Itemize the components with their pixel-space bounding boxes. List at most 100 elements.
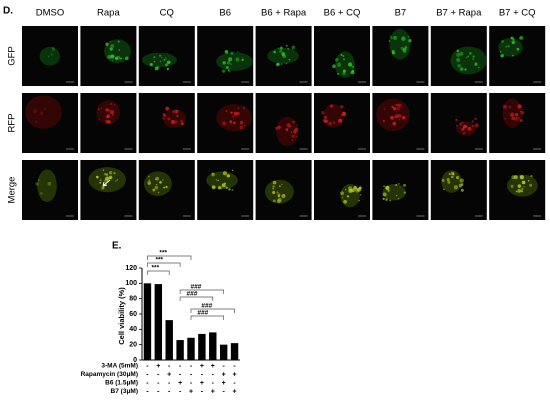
puncta xyxy=(385,198,388,201)
puncta xyxy=(395,103,399,107)
puncta xyxy=(290,131,293,133)
puncta xyxy=(156,65,160,69)
condition-sign: + xyxy=(156,363,160,370)
puncta xyxy=(225,186,228,189)
bar xyxy=(230,343,239,360)
puncta xyxy=(338,118,343,123)
bar xyxy=(176,340,184,360)
puncta xyxy=(519,119,523,123)
puncta xyxy=(500,54,504,58)
puncta xyxy=(165,63,168,67)
puncta xyxy=(211,172,214,175)
condition-sign: - xyxy=(157,380,160,387)
puncta xyxy=(461,121,464,124)
puncta xyxy=(394,114,399,119)
puncta xyxy=(277,125,281,130)
puncta xyxy=(352,65,355,68)
cell-glow xyxy=(498,38,523,57)
puncta xyxy=(113,104,116,106)
puncta xyxy=(52,48,56,51)
puncta xyxy=(98,119,100,121)
condition-sign: + xyxy=(189,388,193,395)
puncta xyxy=(109,110,114,115)
y-tick-label: 0 xyxy=(133,357,137,364)
puncta xyxy=(211,185,216,190)
puncta xyxy=(231,188,234,192)
puncta xyxy=(332,64,336,69)
microscopy-grid: DMSO Rapa CQ B6 B6 + Rapa B6 + CQ B7 B7 + Rapa B… xyxy=(7,8,546,220)
condition-sign: + xyxy=(222,380,226,387)
condition-sign: + xyxy=(233,388,237,395)
puncta xyxy=(502,104,507,109)
puncta xyxy=(281,194,286,199)
cell-glow xyxy=(450,46,487,75)
significance-label: ### xyxy=(201,303,212,310)
puncta xyxy=(153,55,156,59)
puncta xyxy=(288,58,291,61)
condition-sign: + xyxy=(167,371,171,378)
puncta xyxy=(147,180,152,185)
puncta xyxy=(153,60,156,63)
puncta xyxy=(226,61,231,65)
puncta xyxy=(148,182,151,185)
condition-sign: - xyxy=(233,363,236,370)
condition-sign: + xyxy=(222,371,226,378)
puncta xyxy=(383,185,386,188)
puncta xyxy=(396,106,401,111)
puncta xyxy=(385,185,390,190)
condition-sign: - xyxy=(190,371,193,378)
micrograph xyxy=(314,93,370,153)
puncta xyxy=(162,116,165,120)
puncta xyxy=(517,188,522,193)
puncta xyxy=(108,175,113,180)
puncta xyxy=(172,110,176,114)
puncta xyxy=(402,116,406,120)
puncta xyxy=(166,67,170,71)
significance-bracket xyxy=(190,308,235,313)
micrograph xyxy=(430,93,487,153)
puncta xyxy=(95,175,99,179)
cell-glow xyxy=(389,28,411,60)
puncta xyxy=(110,54,115,59)
condition-sign: - xyxy=(157,388,160,395)
puncta xyxy=(446,177,450,181)
puncta xyxy=(159,60,162,63)
puncta xyxy=(398,119,401,121)
condition-sign: + xyxy=(200,363,204,370)
puncta xyxy=(226,174,230,178)
bar xyxy=(198,333,206,360)
column-label: B7 xyxy=(395,8,407,19)
bar xyxy=(219,344,228,360)
puncta xyxy=(464,68,467,71)
puncta xyxy=(168,61,171,64)
puncta xyxy=(390,36,393,40)
puncta xyxy=(100,107,103,109)
puncta xyxy=(163,186,166,189)
puncta xyxy=(277,197,282,202)
puncta xyxy=(391,51,396,55)
condition-sign: - xyxy=(222,363,225,370)
micrograph xyxy=(489,26,546,86)
puncta xyxy=(165,185,168,189)
puncta xyxy=(519,37,521,40)
puncta xyxy=(102,169,105,171)
puncta xyxy=(277,193,281,197)
puncta xyxy=(342,55,345,57)
puncta xyxy=(277,195,280,198)
puncta xyxy=(474,123,479,128)
puncta xyxy=(117,40,120,43)
puncta xyxy=(106,114,111,119)
puncta xyxy=(217,186,222,190)
puncta xyxy=(242,106,246,109)
column-label: B7 + Rapa xyxy=(436,8,482,19)
puncta xyxy=(520,190,524,193)
puncta xyxy=(107,54,112,60)
puncta xyxy=(324,116,328,119)
puncta xyxy=(277,47,280,50)
puncta xyxy=(504,118,506,120)
puncta xyxy=(341,196,344,199)
puncta xyxy=(519,110,522,113)
puncta xyxy=(351,188,355,193)
puncta xyxy=(225,65,229,70)
